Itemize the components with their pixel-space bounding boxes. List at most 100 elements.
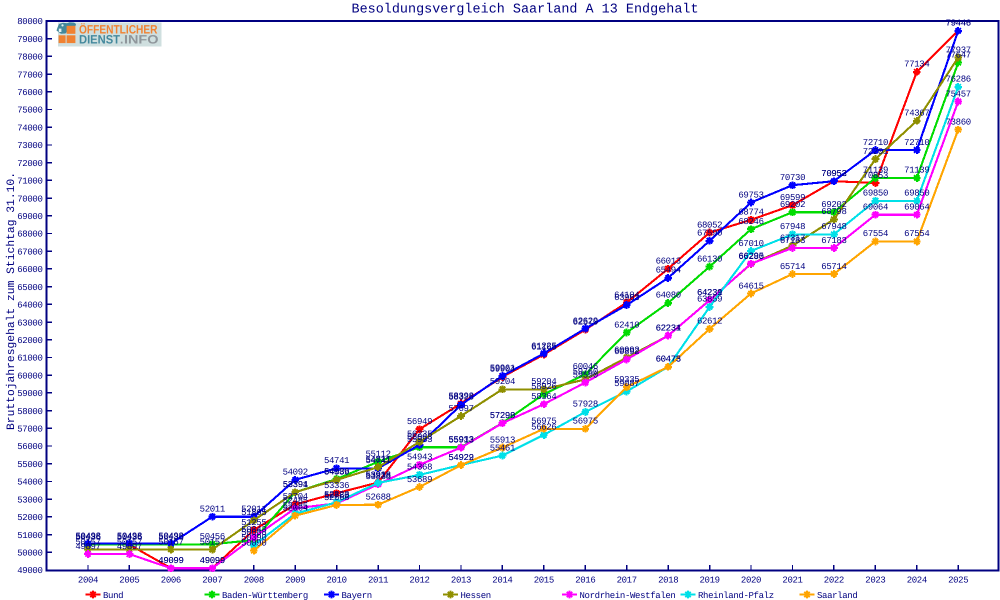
svg-text:72000: 72000 xyxy=(17,159,42,169)
svg-text:69064: 69064 xyxy=(863,203,888,213)
svg-text:50157: 50157 xyxy=(200,537,225,547)
svg-text:52064: 52064 xyxy=(283,504,308,514)
svg-text:60046: 60046 xyxy=(573,362,598,372)
svg-text:50498: 50498 xyxy=(75,531,100,541)
svg-text:60892: 60892 xyxy=(614,347,639,357)
svg-text:2012: 2012 xyxy=(409,576,429,586)
svg-text:2013: 2013 xyxy=(451,576,471,586)
svg-text:49099: 49099 xyxy=(158,556,183,566)
svg-text:68000: 68000 xyxy=(17,230,42,240)
svg-text:54922: 54922 xyxy=(448,453,473,463)
svg-text:2006: 2006 xyxy=(161,576,181,586)
svg-text:54092: 54092 xyxy=(283,468,308,478)
svg-text:57928: 57928 xyxy=(573,400,598,410)
svg-text:50390: 50390 xyxy=(241,533,266,543)
svg-text:71139: 71139 xyxy=(904,166,929,176)
svg-text:71000: 71000 xyxy=(17,177,42,187)
svg-text:64231: 64231 xyxy=(697,288,722,298)
svg-text:56063: 56063 xyxy=(407,433,432,443)
svg-text:50090: 50090 xyxy=(241,539,266,549)
svg-text:50436: 50436 xyxy=(75,532,100,542)
svg-text:2017: 2017 xyxy=(617,576,637,586)
svg-text:53000: 53000 xyxy=(17,495,42,505)
svg-text:54929: 54929 xyxy=(448,453,473,463)
svg-text:56949: 56949 xyxy=(407,417,432,427)
svg-text:64239: 64239 xyxy=(697,288,722,298)
svg-text:INFO: INFO xyxy=(124,33,159,47)
svg-text:55933: 55933 xyxy=(407,435,432,445)
svg-text:69850: 69850 xyxy=(904,189,929,199)
svg-text:55913: 55913 xyxy=(448,435,473,445)
svg-text:55461: 55461 xyxy=(490,443,515,453)
svg-text:55913: 55913 xyxy=(490,435,515,445)
svg-text:Nordrhein-Westfalen: Nordrhein-Westfalen xyxy=(580,591,676,600)
svg-text:78000: 78000 xyxy=(17,53,42,63)
svg-text:59904: 59904 xyxy=(490,365,515,375)
svg-text:54368: 54368 xyxy=(407,463,432,473)
svg-text:67183: 67183 xyxy=(821,236,846,246)
svg-text:72710: 72710 xyxy=(863,138,888,148)
svg-text:57000: 57000 xyxy=(17,425,42,435)
svg-text:65494: 65494 xyxy=(656,266,681,276)
svg-text:2024: 2024 xyxy=(907,576,927,586)
svg-text:54089: 54089 xyxy=(324,468,349,478)
svg-text:58398: 58398 xyxy=(448,391,473,401)
svg-text:54943: 54943 xyxy=(407,453,432,463)
svg-text:52011: 52011 xyxy=(200,505,225,515)
svg-text:Bund: Bund xyxy=(103,591,123,600)
svg-text:2019: 2019 xyxy=(699,576,719,586)
svg-text:68246: 68246 xyxy=(738,217,763,227)
svg-text:64080: 64080 xyxy=(656,291,681,301)
svg-text:2025: 2025 xyxy=(948,576,968,586)
svg-text:57298: 57298 xyxy=(490,411,515,421)
svg-text:49099: 49099 xyxy=(200,556,225,566)
svg-text:50436: 50436 xyxy=(158,532,183,542)
svg-text:65714: 65714 xyxy=(780,262,805,272)
svg-text:77134: 77134 xyxy=(904,60,929,70)
svg-text:56235: 56235 xyxy=(407,430,432,440)
svg-text:56975: 56975 xyxy=(531,417,556,427)
svg-text:67948: 67948 xyxy=(780,222,805,232)
svg-text:Baden-Württemberg: Baden-Württemberg xyxy=(222,591,308,600)
svg-text:62570: 62570 xyxy=(573,318,598,328)
svg-text:67590: 67590 xyxy=(697,229,722,239)
svg-text:2015: 2015 xyxy=(534,576,554,586)
svg-text:50436: 50436 xyxy=(117,532,142,542)
svg-text:62000: 62000 xyxy=(17,336,42,346)
svg-text:51805: 51805 xyxy=(241,508,266,518)
svg-text:ÖFFENTLICHER: ÖFFENTLICHER xyxy=(79,23,158,37)
svg-text:60475: 60475 xyxy=(656,355,681,365)
svg-text:57697: 57697 xyxy=(448,404,473,414)
svg-text:70952: 70952 xyxy=(821,169,846,179)
svg-text:79446: 79446 xyxy=(946,19,971,29)
svg-text:69202: 69202 xyxy=(821,200,846,210)
svg-text:67000: 67000 xyxy=(17,247,42,257)
svg-text:53838: 53838 xyxy=(365,472,390,482)
svg-text:77937: 77937 xyxy=(946,45,971,55)
svg-text:63000: 63000 xyxy=(17,318,42,328)
svg-text:53394: 53394 xyxy=(283,480,308,490)
svg-text:62629: 62629 xyxy=(573,316,598,326)
svg-text:77000: 77000 xyxy=(17,70,42,80)
svg-text:60473: 60473 xyxy=(656,355,681,365)
svg-text:74367: 74367 xyxy=(904,109,929,119)
svg-text:68798: 68798 xyxy=(821,207,846,217)
svg-text:51000: 51000 xyxy=(17,531,42,541)
svg-text:70000: 70000 xyxy=(17,194,42,204)
svg-text:49000: 49000 xyxy=(17,566,42,576)
svg-text:74000: 74000 xyxy=(17,124,42,134)
svg-text:Saarland: Saarland xyxy=(817,591,857,600)
svg-text:80000: 80000 xyxy=(17,17,42,27)
svg-text:67317: 67317 xyxy=(780,233,805,243)
svg-text:52485: 52485 xyxy=(283,496,308,506)
svg-text:59204: 59204 xyxy=(490,377,515,387)
svg-text:62612: 62612 xyxy=(697,317,722,327)
svg-text:Bruttojahresgehalt zum Stichta: Bruttojahresgehalt zum Stichtag 31.10. xyxy=(5,172,18,430)
svg-text:50436: 50436 xyxy=(117,532,142,542)
svg-text:55112: 55112 xyxy=(365,450,390,460)
svg-text:62234: 62234 xyxy=(656,323,681,333)
svg-text:61165: 61165 xyxy=(531,342,556,352)
svg-text:50498: 50498 xyxy=(158,531,183,541)
svg-text:50688: 50688 xyxy=(241,528,266,538)
svg-text:59961: 59961 xyxy=(490,364,515,374)
